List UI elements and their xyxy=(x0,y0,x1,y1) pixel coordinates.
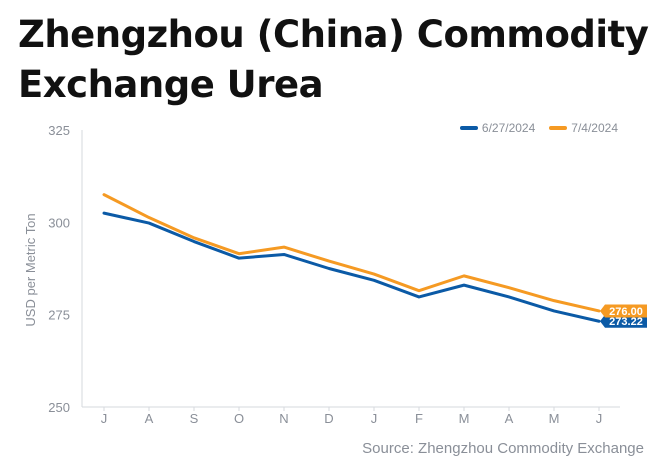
series-lines xyxy=(102,193,601,323)
y-tick-label: 275 xyxy=(48,308,70,323)
end-label-text-1: 273.22 xyxy=(609,316,643,328)
series-line-2 xyxy=(102,193,601,313)
y-axis-title: USD per Metric Ton xyxy=(23,213,38,326)
legend-label-series2: 7/4/2024 xyxy=(571,121,618,135)
x-tick-label: M xyxy=(549,411,560,426)
y-tick-label: 300 xyxy=(48,215,70,230)
x-tick-label: F xyxy=(415,411,423,426)
end-label-bg-1 xyxy=(600,314,647,328)
legend-swatch-series2 xyxy=(549,126,568,130)
end-label-bg-2 xyxy=(600,304,647,318)
x-tick-label: J xyxy=(371,411,378,426)
chart-title-line2: Exchange Urea xyxy=(18,63,324,106)
source-note: Source: Zhengzhou Commodity Exchange xyxy=(362,440,644,457)
x-tick-label: J xyxy=(596,411,603,426)
legend-label-series1: 6/27/2024 xyxy=(481,121,536,135)
x-tick-label: S xyxy=(190,411,199,426)
x-tick-label: A xyxy=(145,411,154,426)
x-tick-label: M xyxy=(459,411,470,426)
axes: 250 275 300 325 J A S O N D J F M A M J xyxy=(48,123,620,426)
chart-title: Zhengzhou (China) Commodity Exchange Ure… xyxy=(18,10,658,110)
legend-item-series2: 7/4/2024 xyxy=(549,121,618,135)
legend-swatch-series1 xyxy=(459,126,478,130)
x-tick-label: D xyxy=(324,411,333,426)
legend: 6/27/2024 7/4/2024 xyxy=(459,121,618,135)
chart-title-line1: Zhengzhou (China) Commodity xyxy=(18,13,649,56)
legend-item-series1: 6/27/2024 xyxy=(459,121,536,135)
x-tick-label: J xyxy=(101,411,108,426)
series-line-1 xyxy=(102,211,601,323)
x-tick-label: O xyxy=(234,411,244,426)
end-label-2: 276.00 xyxy=(600,304,647,318)
end-label-1: 273.22 xyxy=(600,314,647,328)
y-tick-label: 325 xyxy=(48,123,70,138)
x-tick-label: N xyxy=(279,411,288,426)
end-label-text-2: 276.00 xyxy=(609,306,643,318)
x-tick-label: A xyxy=(505,411,514,426)
y-tick-label: 250 xyxy=(48,400,70,415)
